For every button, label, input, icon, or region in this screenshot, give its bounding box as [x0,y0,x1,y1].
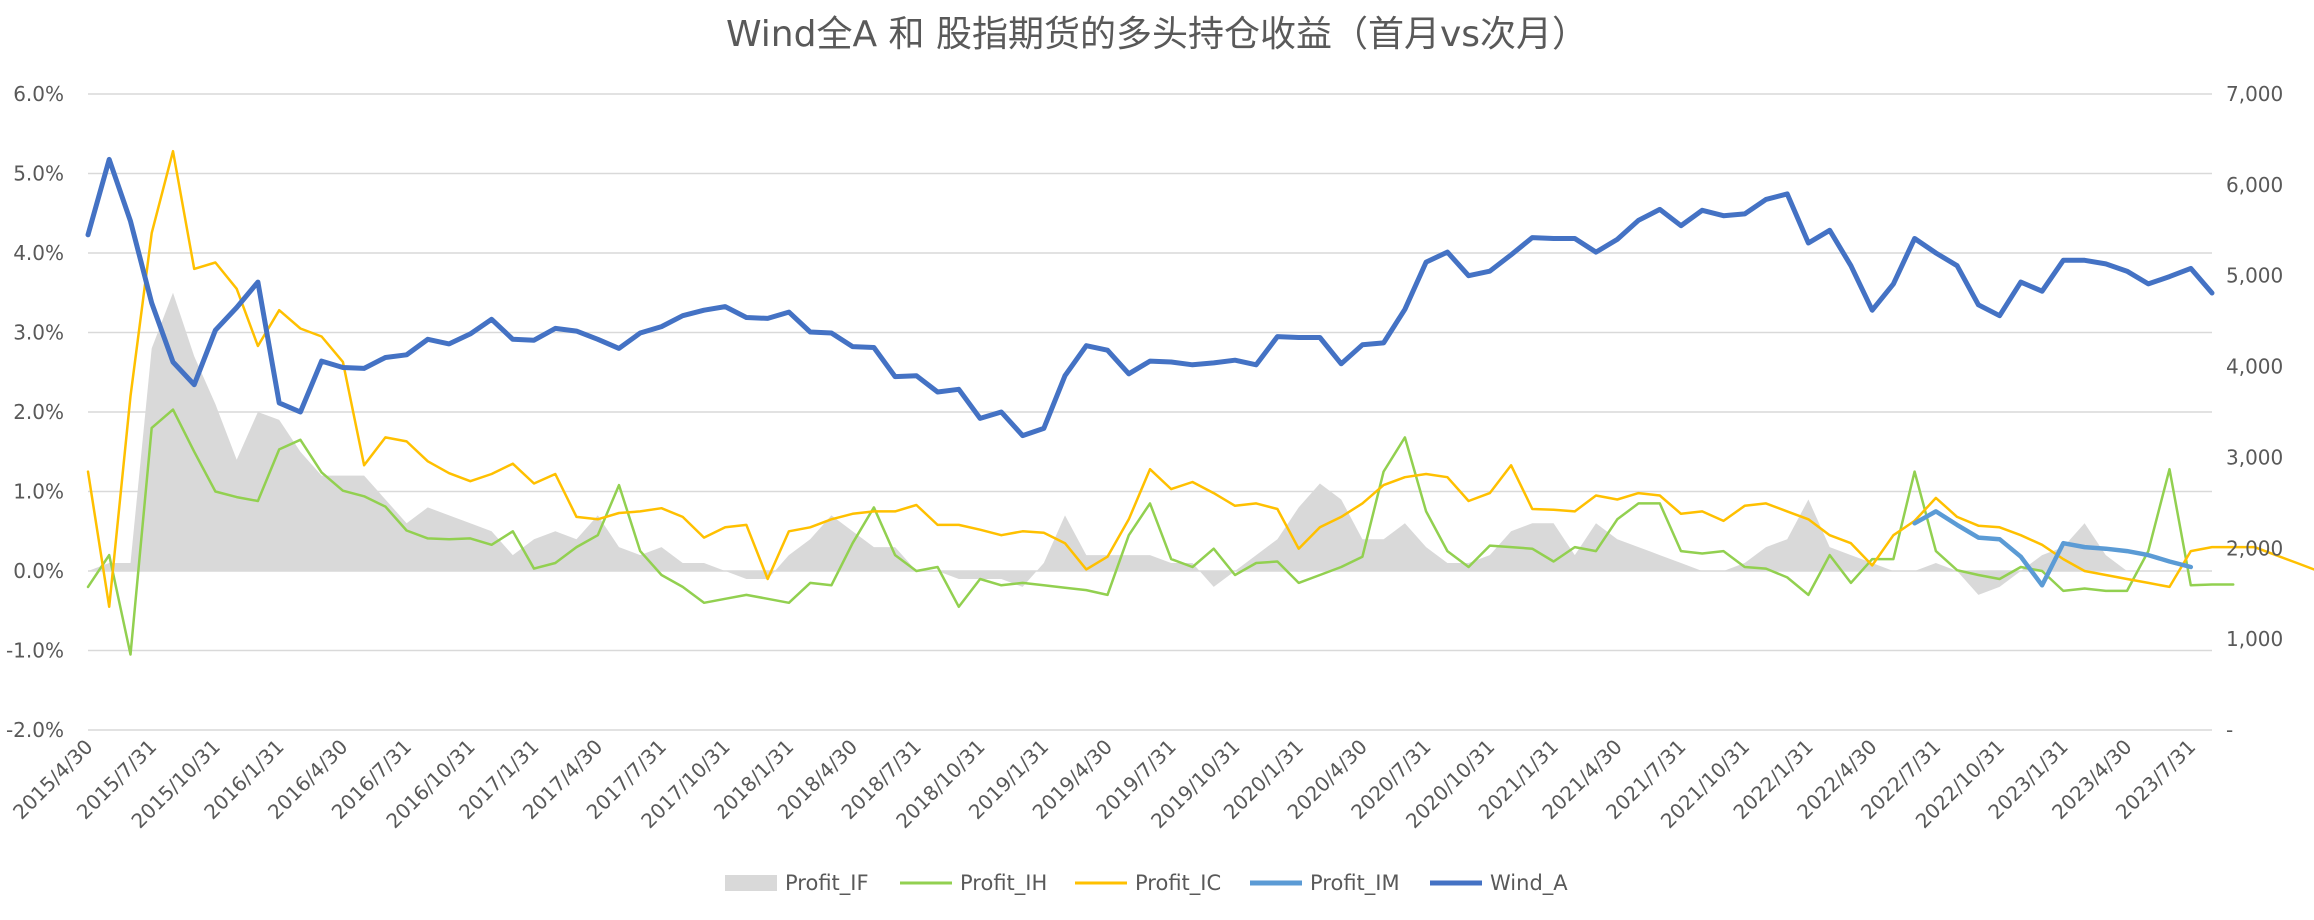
y-left-tick-label: 1.0% [13,480,64,504]
y-left-tick-label: 4.0% [13,241,64,265]
left-axis: -2.0% -1.0% 0.0% 1.0% 2.0% 3.0% 4.0% 5.0% 6.0% [6,82,64,742]
y-left-tick-label: -2.0% [6,718,64,742]
legend-label-wind-a: Wind_A [1490,871,1568,896]
legend: Profit_IF Profit_IH Profit_IC Profit_IM Wind… [725,871,1568,896]
y-right-tick-label: 7,000 [2226,82,2283,106]
y-right-tick-label: 1,000 [2226,627,2283,651]
y-right-tick-label: 2,000 [2226,536,2283,560]
legend-label-profit-if: Profit_IF [785,871,869,896]
grid-layer [88,93,2212,731]
y-left-tick-label: 5.0% [13,162,64,186]
y-left-tick-label: -1.0% [6,639,64,663]
y-left-tick-label: 6.0% [13,82,64,106]
y-left-tick-label: 2.0% [13,400,64,424]
chart-title: Wind全A 和 股指期货的多头持仓收益（首月vs次月） [726,14,1588,55]
series-line-profit-ih [86,408,2235,656]
right-axis: - 1,000 2,000 3,000 4,000 5,000 6,000 7,000 [2226,82,2283,742]
series-line-wind-a [85,156,2215,439]
area-layer [88,292,2149,595]
y-right-tick-label: 4,000 [2226,355,2283,379]
y-left-tick-label: 0.0% [13,559,64,583]
legend-label-profit-im: Profit_IM [1310,871,1400,896]
y-right-tick-label: 3,000 [2226,445,2283,469]
y-right-tick-label: - [2226,718,2233,742]
x-axis: 2015/4/302015/7/312015/10/312016/1/31201… [8,735,2200,833]
legend-label-profit-ih: Profit_IH [960,871,1047,896]
series-area-profit-if [88,292,2149,595]
series-line-profit-ic [86,149,2314,609]
legend-swatch-profit-if [725,875,777,891]
line-layer [85,149,2314,656]
series-line-profit-im [1912,509,2194,588]
legend-label-profit-ic: Profit_IC [1135,871,1221,896]
y-left-tick-label: 3.0% [13,321,64,345]
y-right-tick-label: 5,000 [2226,264,2283,288]
y-right-tick-label: 6,000 [2226,173,2283,197]
